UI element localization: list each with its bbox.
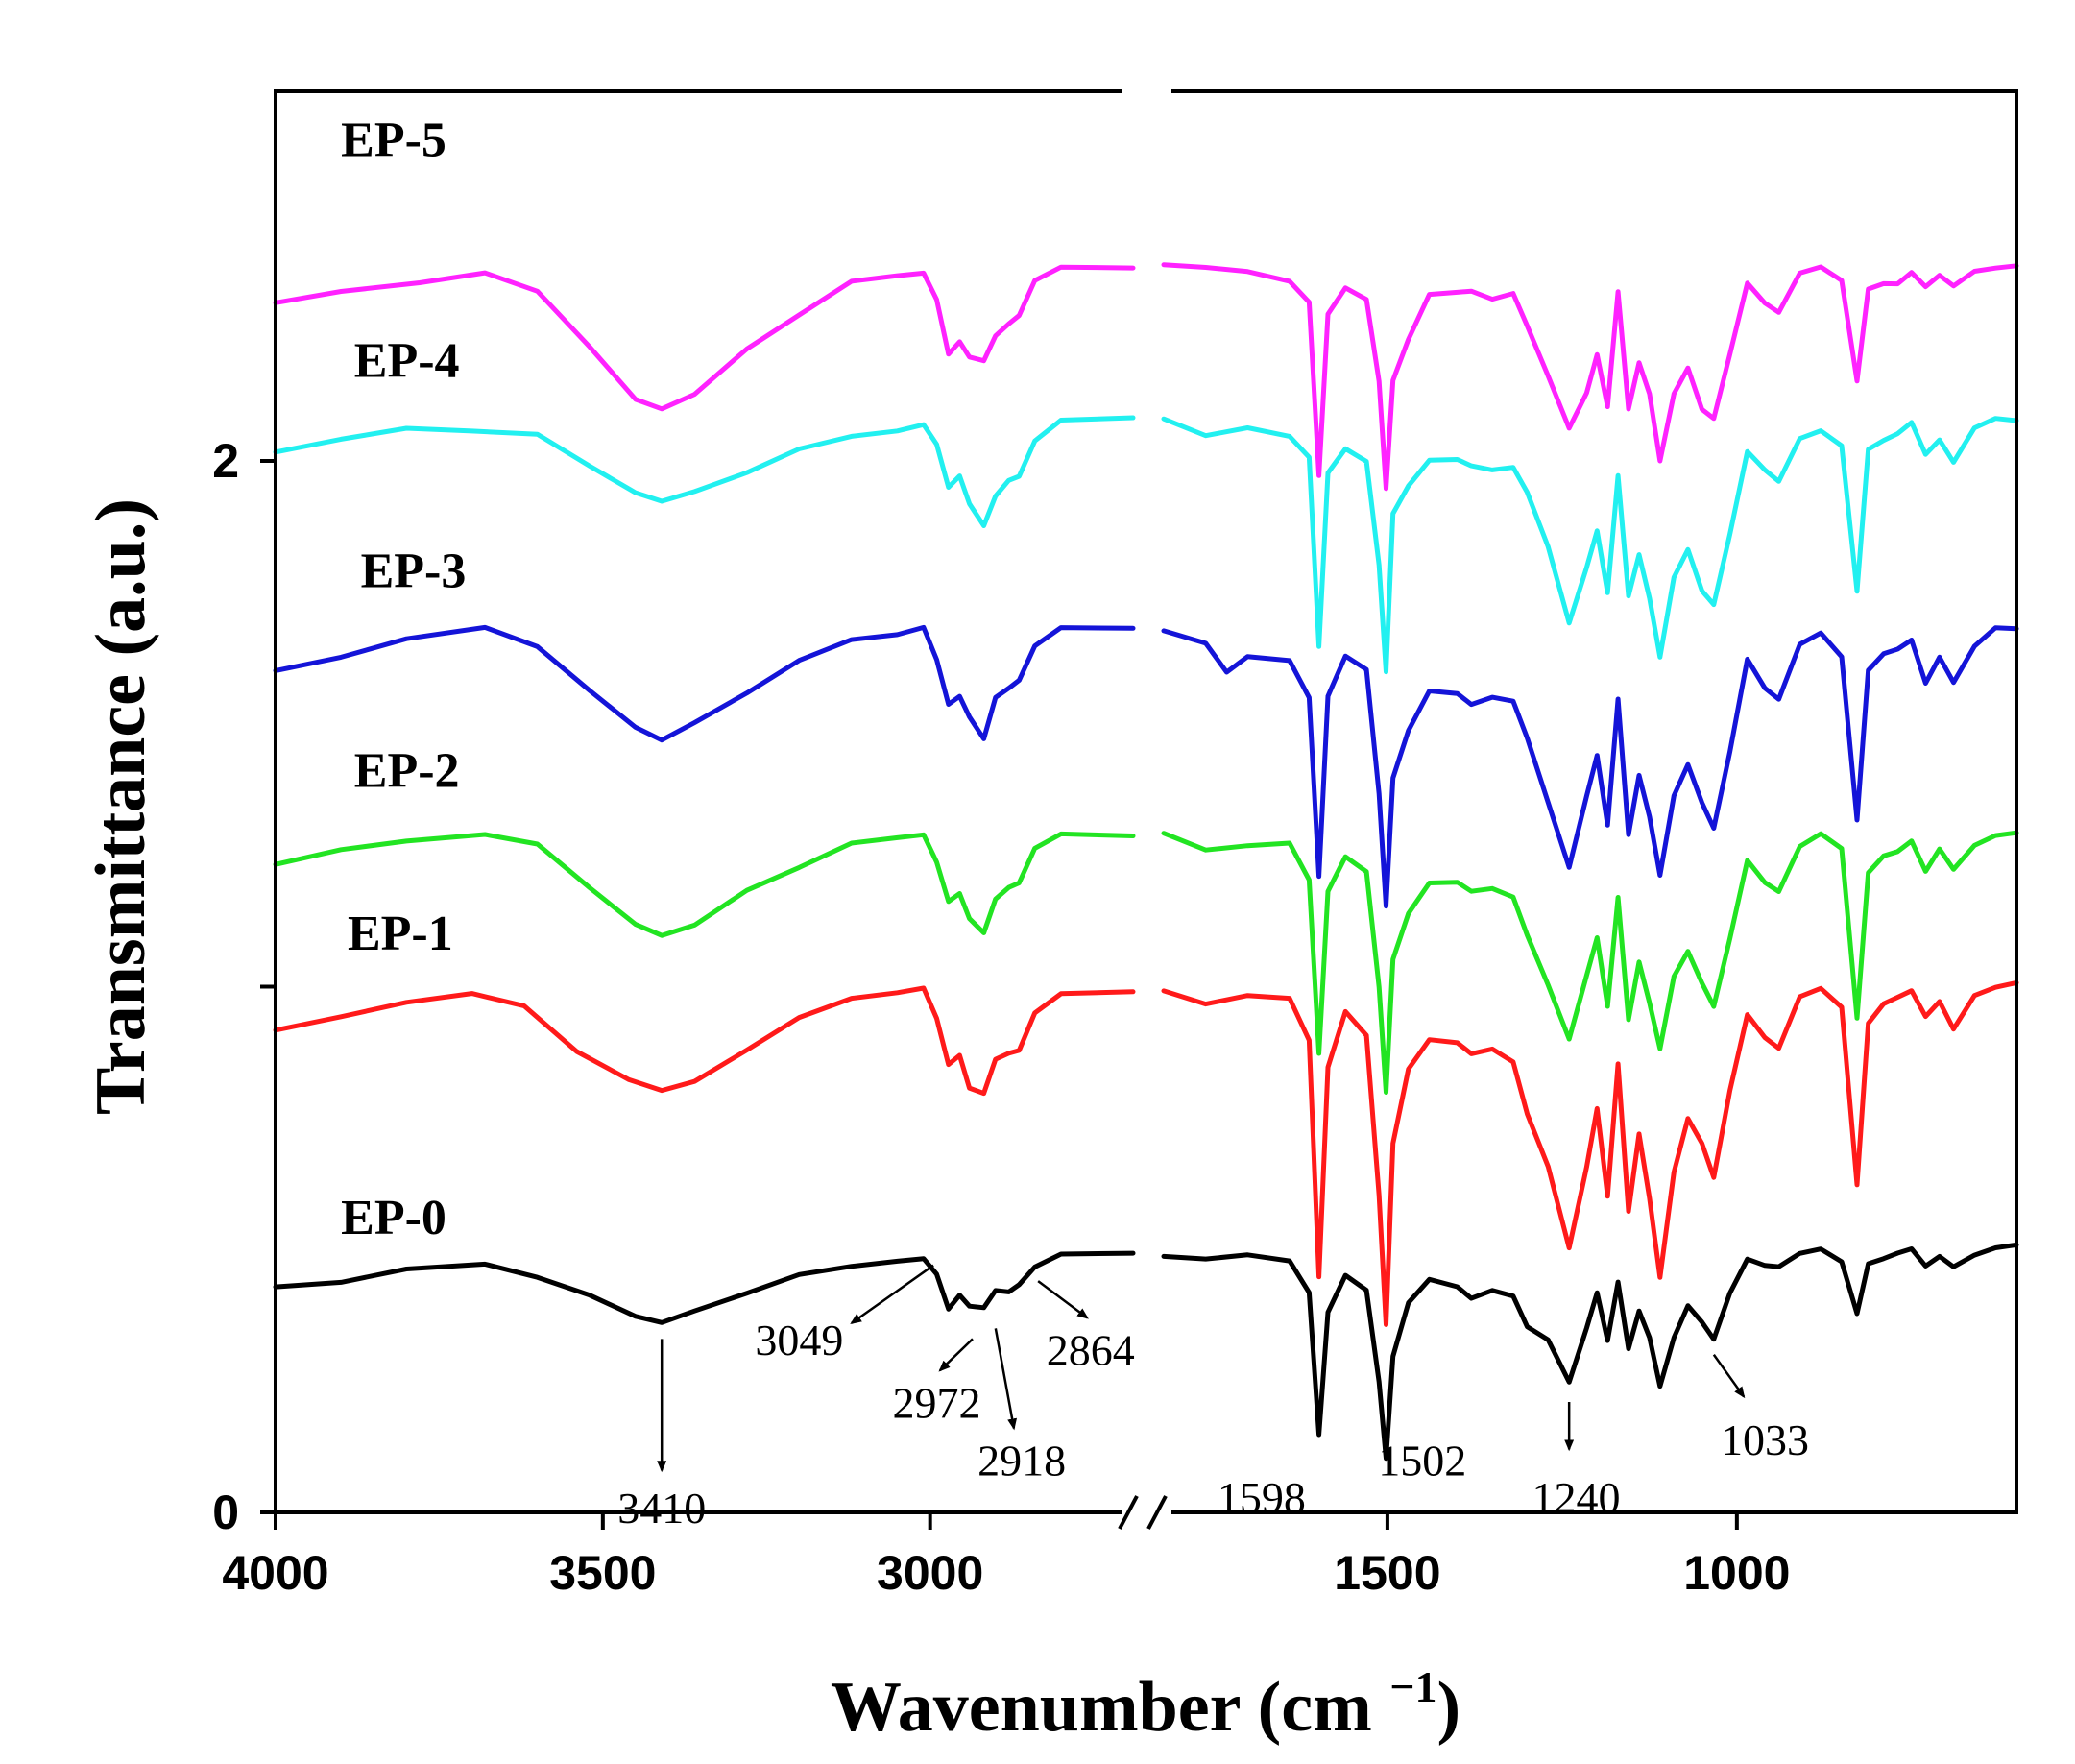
x-axis-title-main: Wavenumber (cm bbox=[831, 1668, 1389, 1747]
y-tick-label-2: 2 bbox=[212, 434, 239, 488]
x-tick-label-1000: 1000 bbox=[1683, 1546, 1790, 1600]
series-label-ep-2: EP-2 bbox=[354, 743, 460, 798]
annotation-label-3049: 3049 bbox=[755, 1316, 843, 1365]
annotation-label-1598: 1598 bbox=[1218, 1473, 1306, 1522]
series-line-ep-4-left bbox=[273, 415, 1136, 528]
series-ep-2 bbox=[273, 830, 2019, 1095]
annotation-layer: EP-5 EP-4 EP-3 EP-2 EP-1 EP-0 3410 3049 2972 2918… bbox=[341, 112, 1809, 1533]
series-line-ep-3-right bbox=[1161, 625, 2019, 909]
series-label-ep-1: EP-1 bbox=[348, 906, 453, 961]
axis-break-mark bbox=[1118, 85, 1171, 1532]
series-line-ep-3-left bbox=[273, 624, 1136, 743]
plot-frame bbox=[274, 89, 2018, 1514]
annotation-label-2972: 2972 bbox=[892, 1378, 980, 1427]
annotation-arrow-2864 bbox=[1037, 1280, 1089, 1319]
series-ep-0 bbox=[273, 1242, 2019, 1462]
series-line-ep-2-left bbox=[273, 831, 1136, 938]
series-line-ep-5-left bbox=[273, 264, 1136, 412]
x-axis-title-superscript: −1 bbox=[1389, 1662, 1436, 1711]
annotation-label-3410: 3410 bbox=[617, 1484, 706, 1533]
annotation-arrow-1033 bbox=[1712, 1354, 1746, 1399]
axes-layer bbox=[274, 85, 2018, 1532]
series-ep-5 bbox=[273, 262, 2019, 492]
annotation-arrow-2972 bbox=[938, 1338, 974, 1372]
series-line-ep-1-left bbox=[273, 985, 1136, 1097]
x-axis-title: Wavenumber (cm −1) bbox=[831, 1662, 1460, 1747]
ticks-layer: 4000 3500 3000 1500 1000 0 2 bbox=[212, 434, 1790, 1600]
series-line-ep-0-right bbox=[1161, 1242, 2019, 1462]
annotation-arrow-2918 bbox=[994, 1328, 1018, 1431]
x-tick-label-4000: 4000 bbox=[222, 1546, 328, 1600]
x-tick-label-3500: 3500 bbox=[549, 1546, 656, 1600]
series-ep-1 bbox=[273, 979, 2019, 1327]
annotation-arrow-3049 bbox=[850, 1264, 934, 1325]
series-ep-3 bbox=[273, 624, 2019, 909]
y-axis-title: Transmittance (a.u.) bbox=[82, 498, 160, 1115]
annotation-label-2918: 2918 bbox=[977, 1437, 1066, 1486]
annotation-label-1502: 1502 bbox=[1378, 1437, 1466, 1486]
annotation-label-2864: 2864 bbox=[1047, 1326, 1135, 1375]
series-line-ep-4-right bbox=[1161, 416, 2019, 675]
x-tick-label-3000: 3000 bbox=[877, 1546, 983, 1600]
series-label-ep-3: EP-3 bbox=[361, 544, 467, 598]
series-line-ep-1-right bbox=[1161, 979, 2019, 1327]
series-label-ep-0: EP-0 bbox=[341, 1191, 446, 1245]
y-tick-label-0: 0 bbox=[212, 1486, 239, 1539]
series-label-ep-5: EP-5 bbox=[341, 112, 446, 167]
annotation-label-1240: 1240 bbox=[1532, 1473, 1620, 1522]
series-label-ep-4: EP-4 bbox=[354, 333, 460, 388]
series-ep-4 bbox=[273, 415, 2019, 675]
series-line-ep-2-right bbox=[1161, 830, 2019, 1095]
series-line-ep-0-left bbox=[273, 1250, 1136, 1325]
x-axis-title-close: ) bbox=[1436, 1668, 1460, 1747]
series-layer bbox=[273, 262, 2019, 1462]
series-line-ep-5-right bbox=[1161, 262, 2019, 492]
x-tick-label-1500: 1500 bbox=[1334, 1546, 1440, 1600]
annotation-label-1033: 1033 bbox=[1721, 1415, 1809, 1464]
